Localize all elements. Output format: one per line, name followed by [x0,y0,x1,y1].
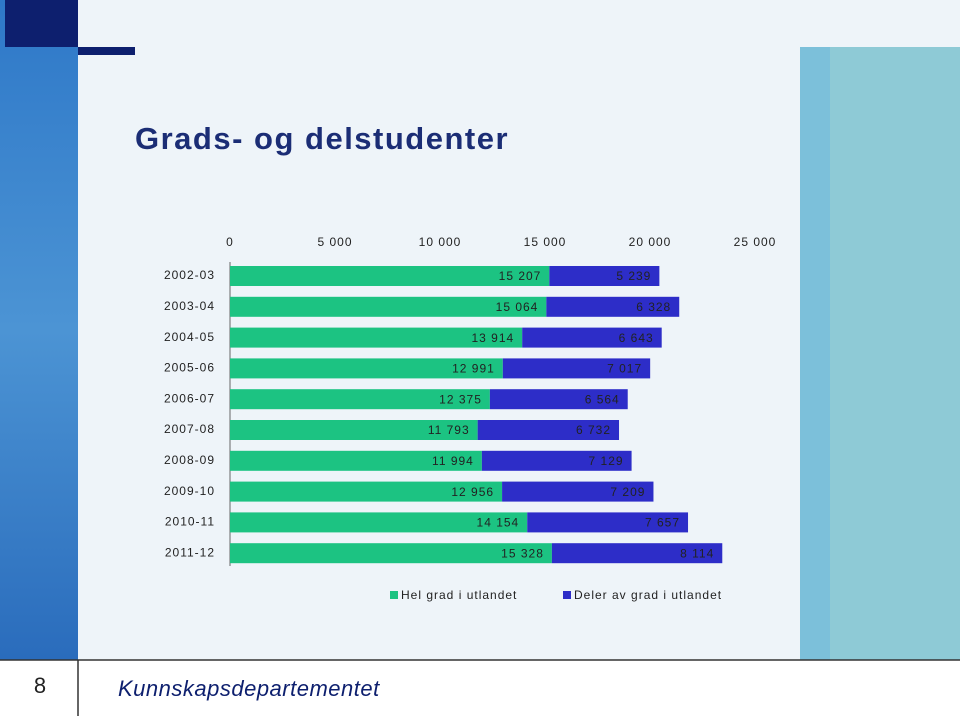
bar-label: 6 732 [576,423,611,437]
x-tick-label: 15 000 [524,235,567,249]
bar-label: 11 793 [428,423,470,437]
bar-label: 7 657 [645,516,680,530]
x-tick-label: 25 000 [734,235,777,249]
legend-label: Deler av grad i utlandet [574,588,722,602]
bar-label: 11 994 [432,454,474,468]
legend-label: Hel grad i utlandet [401,588,517,602]
bar-label: 12 956 [451,485,494,499]
y-tick-label: 2009-10 [164,484,215,498]
left-strip [0,0,78,660]
legend-swatch [390,591,398,599]
legend-swatch [563,591,571,599]
y-tick-label: 2011-12 [165,545,215,559]
bar-label: 15 328 [501,546,544,560]
bar-label: 12 991 [452,362,495,376]
bar [230,358,503,379]
bar [230,481,503,502]
bar [230,266,550,286]
bar [230,512,528,533]
bar [230,296,547,317]
bar [549,266,660,286]
y-tick-label: 2004-05 [164,330,215,344]
bar [230,543,552,564]
bar-label: 13 914 [471,331,514,345]
corner-block [5,0,78,47]
bar-label: 7 129 [589,454,624,468]
bar [527,512,689,533]
bar-label: 7 209 [610,485,645,499]
footer-band [0,660,960,716]
bar [481,450,632,471]
bar [502,481,654,502]
corner-bar [78,47,135,55]
y-tick-label: 2010-11 [165,515,215,529]
bar-label: 6 564 [585,392,620,406]
page-number: 8 [34,673,46,698]
y-tick-label: 2007-08 [164,422,215,436]
bar [522,327,662,348]
bar [502,358,651,379]
x-tick-label: 20 000 [629,235,672,249]
y-tick-label: 2002-03 [164,268,215,282]
bar-label: 15 207 [499,269,542,283]
x-tick-label: 5 000 [317,235,352,249]
bar [489,389,628,410]
y-tick-label: 2003-04 [164,299,215,313]
bar [477,420,620,440]
right-stripe [830,47,960,660]
y-tick-label: 2006-07 [164,391,215,405]
bar-label: 5 239 [616,269,651,283]
bar [230,389,490,410]
bar-label: 14 154 [477,516,520,530]
x-tick-label: 0 [226,235,234,249]
bar-label: 12 375 [439,392,482,406]
bar [546,296,680,317]
bar-label: 6 643 [619,331,654,345]
y-tick-label: 2008-09 [164,453,215,467]
bar-label: 8 114 [680,546,714,560]
right-stripe [800,47,830,660]
organization: Kunnskapsdepartementet [118,676,380,701]
bar-label: 7 017 [607,362,642,376]
bar-label: 6 328 [636,300,671,314]
bar-label: 15 064 [496,300,539,314]
bar [230,450,482,471]
bar [230,420,478,440]
bar [230,327,523,348]
x-tick-label: 10 000 [419,235,462,249]
bar [551,543,723,564]
y-tick-label: 2005-06 [164,361,215,375]
chart-title: Grads- og delstudenter [135,121,509,156]
